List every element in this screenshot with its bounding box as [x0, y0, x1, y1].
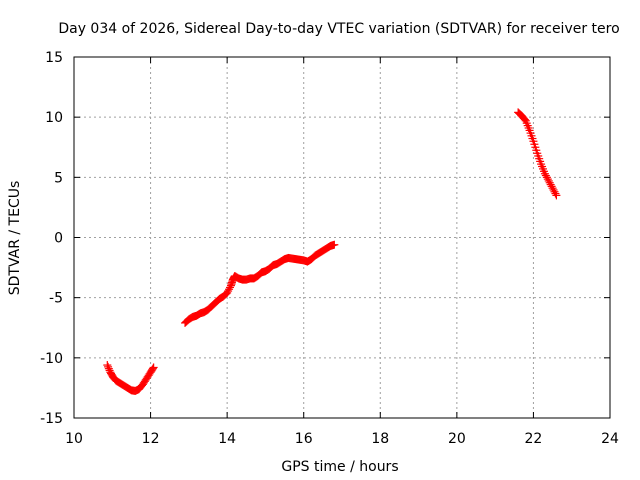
- y-tick-label: -15: [40, 411, 63, 427]
- data-point: [149, 363, 158, 372]
- x-tick-label: 16: [295, 431, 313, 447]
- data-point: [104, 362, 113, 371]
- data-point: [148, 364, 157, 373]
- data-point: [540, 169, 549, 178]
- data-point: [224, 287, 233, 296]
- data-point: [103, 361, 112, 370]
- data-point: [547, 182, 556, 191]
- grid-layer: [74, 57, 610, 418]
- x-axis-label: GPS time / hours: [281, 459, 398, 475]
- data-point: [544, 176, 553, 185]
- data-point: [541, 171, 550, 180]
- data-point: [223, 288, 232, 297]
- y-tick-label: 15: [45, 50, 63, 66]
- x-tick-label: 22: [525, 431, 543, 447]
- y-tick-label: 5: [54, 170, 63, 186]
- data-point: [543, 175, 552, 184]
- data-point: [330, 240, 339, 249]
- data-point: [550, 187, 559, 196]
- y-axis-label: SDTVAR / TECUs: [7, 181, 23, 296]
- data-point: [548, 184, 557, 193]
- data-point: [545, 178, 554, 187]
- data-points: [103, 108, 561, 395]
- data-point: [542, 173, 551, 182]
- x-tick-label: 12: [142, 431, 160, 447]
- y-tick-label: -5: [49, 291, 63, 307]
- x-tick-label: 10: [65, 431, 83, 447]
- x-tick-label: 20: [448, 431, 466, 447]
- x-tick-label: 18: [371, 431, 389, 447]
- tick-layer: 10 12 14 16 18 20 22 24 -15 -10 -5 0 5 10 15: [40, 50, 619, 447]
- y-tick-label: 0: [54, 231, 63, 247]
- y-tick-label: -10: [40, 351, 63, 367]
- data-point: [225, 285, 234, 294]
- y-tick-label: 10: [45, 110, 63, 126]
- data-point: [104, 364, 113, 373]
- x-tick-label: 14: [218, 431, 236, 447]
- data-point: [226, 283, 235, 292]
- data-point: [549, 185, 558, 194]
- x-tick-label: 24: [601, 431, 619, 447]
- data-point: [551, 189, 560, 198]
- data-point: [546, 180, 555, 189]
- data-point: [552, 191, 561, 200]
- chart-title: Day 034 of 2026, Sidereal Day-to-day VTE…: [58, 21, 619, 37]
- data-point: [520, 115, 529, 124]
